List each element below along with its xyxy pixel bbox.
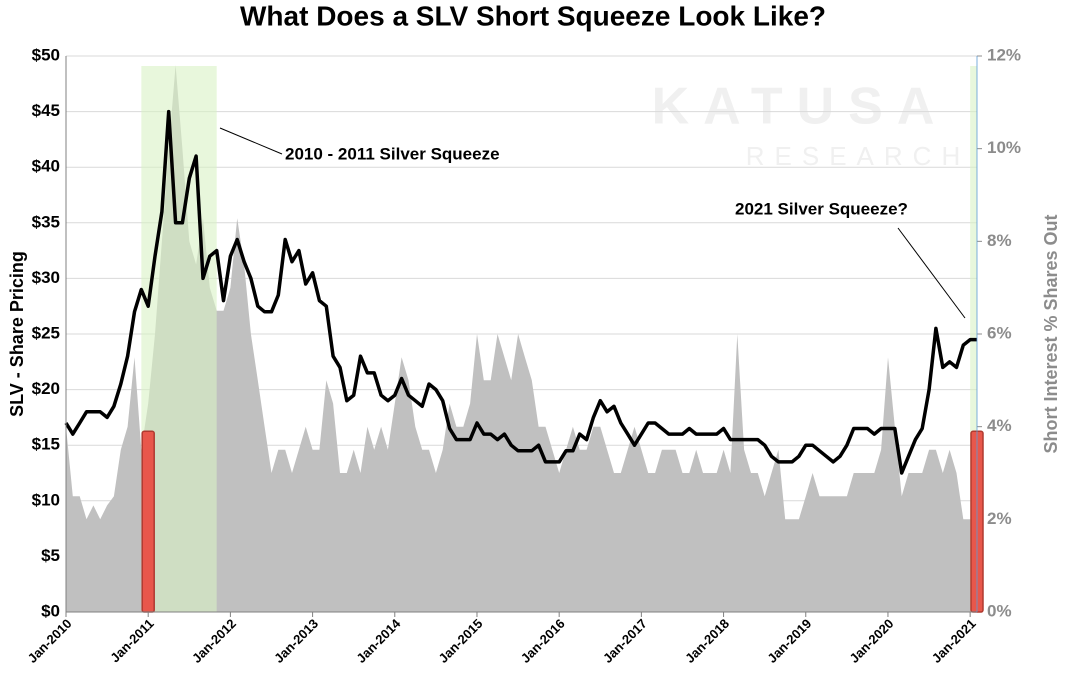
y-tick-label: $10 [32, 490, 60, 509]
x-tick-label: Jan-2020 [847, 616, 897, 666]
y-tick-label: $5 [41, 546, 60, 565]
x-tick-label: Jan-2017 [600, 616, 650, 666]
y-tick-label: $35 [32, 212, 60, 231]
y-tick-label: $45 [32, 101, 60, 120]
price-line [64, 109, 977, 475]
watermark: KATUSA [652, 78, 949, 136]
x-tick-label: Jan-2019 [764, 616, 814, 666]
annotation-leader [219, 127, 283, 155]
x-tick-label: Jan-2015 [436, 616, 486, 666]
y-tick-label: $25 [32, 323, 60, 342]
chart-title: What Does a SLV Short Squeeze Look Like? [240, 0, 826, 31]
y-tick-label: $40 [32, 157, 60, 176]
x-tick-label: Jan-2011 [107, 616, 156, 665]
annotation: 2021 Silver Squeeze? [735, 199, 908, 218]
x-tick-label: Jan-2018 [682, 616, 732, 666]
x-tick-label: Jan-2012 [189, 616, 239, 666]
marker-bar [141, 430, 155, 613]
y2-axis-title: Short Interest % Shares Out [1041, 214, 1061, 453]
y2-tick-label: 10% [987, 138, 1021, 157]
x-tick-label: Jan-2016 [518, 616, 568, 666]
y2-tick-label: 4% [987, 416, 1012, 435]
y2-tick-label: 0% [987, 601, 1012, 620]
y2-tick-label: 8% [987, 231, 1012, 250]
x-tick-label: Jan-2014 [353, 615, 404, 666]
watermark: RESEARCH [746, 141, 970, 171]
short-interest-area [66, 65, 977, 613]
y2-tick-label: 2% [987, 509, 1012, 528]
y-tick-label: $20 [32, 379, 60, 398]
y-axis-title: SLV - Share Pricing [7, 251, 27, 417]
y2-tick-label: 12% [987, 45, 1021, 64]
annotation: 2010 - 2011 Silver Squeeze [285, 144, 500, 163]
y-tick-label: $15 [32, 435, 60, 454]
y-tick-label: $50 [32, 45, 60, 64]
x-tick-label: Jan-2013 [271, 616, 321, 666]
annotation-leader [897, 227, 966, 319]
y2-tick-label: 6% [987, 323, 1012, 342]
x-tick-label: Jan-2021 [929, 616, 979, 666]
y-tick-label: $30 [32, 268, 60, 287]
x-tick-label: Jan-2010 [25, 616, 75, 666]
y-tick-label: $0 [41, 601, 60, 620]
